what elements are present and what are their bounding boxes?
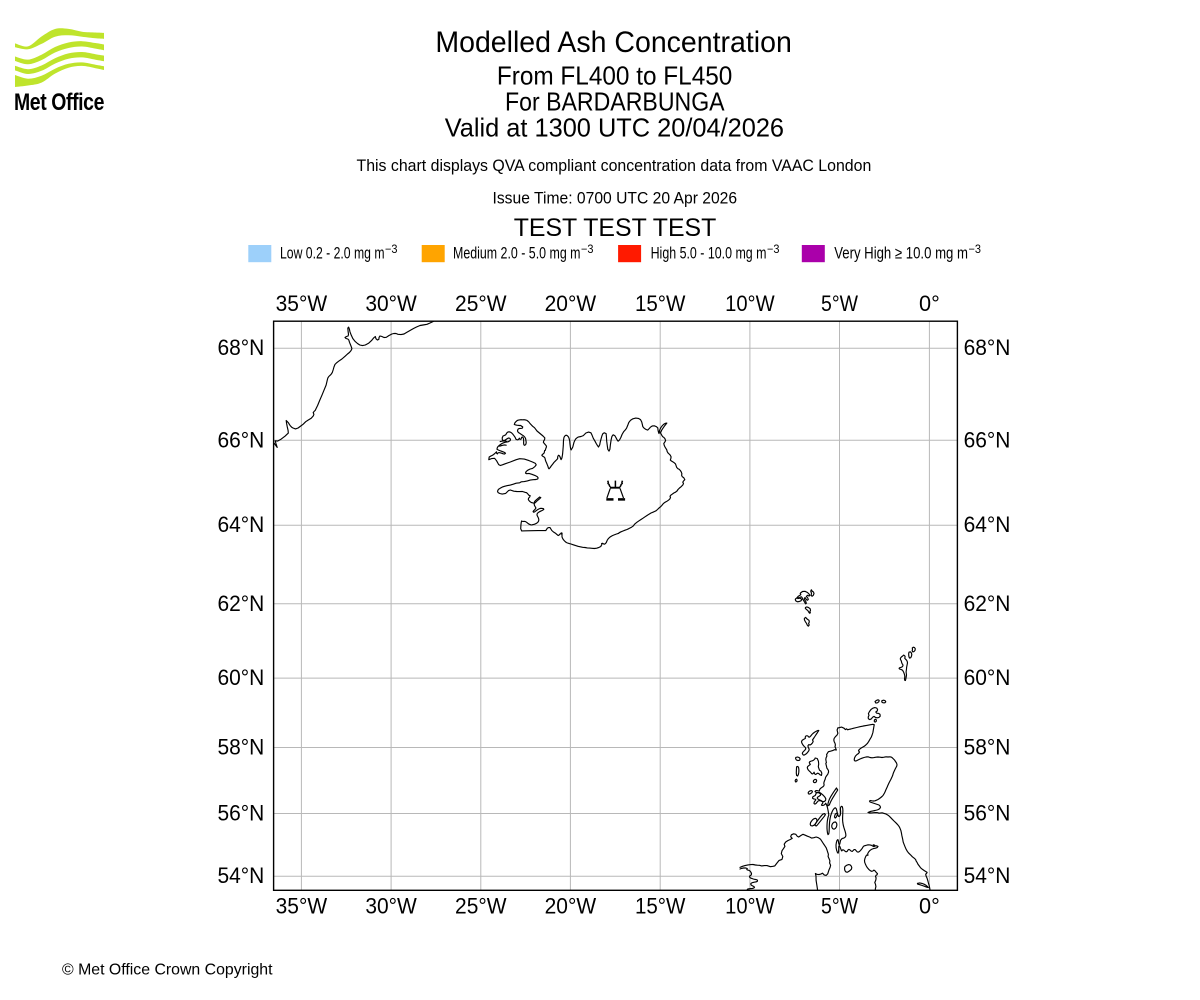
- svg-text:0°: 0°: [919, 291, 940, 316]
- svg-text:Medium 2.0 - 5.0 mg m: Medium 2.0 - 5.0 mg m: [453, 245, 581, 263]
- svg-text:20°W: 20°W: [545, 291, 597, 316]
- svg-text:Modelled Ash Concentration: Modelled Ash Concentration: [435, 26, 792, 59]
- svg-text:25°W: 25°W: [455, 894, 507, 919]
- svg-text:68°N: 68°N: [218, 335, 265, 360]
- svg-text:0°: 0°: [919, 894, 940, 919]
- svg-text:15°W: 15°W: [635, 291, 686, 316]
- svg-text:10°W: 10°W: [725, 894, 775, 919]
- svg-text:30°W: 30°W: [365, 894, 417, 919]
- svg-text:Valid at 1300 UTC 20/04/2026: Valid at 1300 UTC 20/04/2026: [445, 113, 784, 143]
- svg-text:64°N: 64°N: [964, 512, 1011, 537]
- svg-text:56°N: 56°N: [964, 801, 1011, 826]
- svg-text:58°N: 58°N: [218, 735, 265, 760]
- svg-text:66°N: 66°N: [964, 427, 1011, 452]
- svg-text:68°N: 68°N: [964, 335, 1011, 360]
- svg-text:5°W: 5°W: [821, 291, 858, 316]
- svg-text:From FL400 to FL450: From FL400 to FL450: [497, 61, 733, 91]
- svg-text:−3: −3: [581, 244, 594, 256]
- svg-text:30°W: 30°W: [365, 291, 417, 316]
- svg-text:62°N: 62°N: [964, 591, 1011, 616]
- svg-text:−3: −3: [767, 244, 780, 256]
- svg-text:15°W: 15°W: [635, 894, 686, 919]
- svg-text:62°N: 62°N: [218, 591, 265, 616]
- svg-text:54°N: 54°N: [218, 863, 265, 888]
- svg-text:Low 0.2 - 2.0 mg m: Low 0.2 - 2.0 mg m: [280, 245, 385, 263]
- svg-text:© Met Office Crown Copyright: © Met Office Crown Copyright: [62, 961, 273, 978]
- svg-text:35°W: 35°W: [276, 291, 328, 316]
- svg-text:5°W: 5°W: [821, 894, 858, 919]
- svg-text:58°N: 58°N: [964, 735, 1011, 760]
- svg-text:TEST TEST TEST: TEST TEST TEST: [514, 214, 717, 242]
- svg-text:20°W: 20°W: [545, 894, 597, 919]
- svg-text:25°W: 25°W: [455, 291, 507, 316]
- svg-text:Met Office: Met Office: [14, 89, 104, 116]
- svg-text:66°N: 66°N: [218, 427, 265, 452]
- svg-text:60°N: 60°N: [218, 665, 265, 690]
- svg-text:−3: −3: [969, 244, 982, 256]
- svg-text:60°N: 60°N: [964, 665, 1011, 690]
- svg-text:10°W: 10°W: [725, 291, 775, 316]
- svg-text:56°N: 56°N: [218, 801, 265, 826]
- svg-text:54°N: 54°N: [964, 863, 1011, 888]
- svg-text:For BARDARBUNGA: For BARDARBUNGA: [505, 86, 725, 116]
- svg-text:35°W: 35°W: [276, 894, 328, 919]
- svg-text:Issue Time: 0700 UTC 20 Apr 20: Issue Time: 0700 UTC 20 Apr 2026: [493, 189, 738, 208]
- svg-text:High 5.0 - 10.0 mg m: High 5.0 - 10.0 mg m: [651, 245, 767, 263]
- svg-text:Very High ≥ 10.0 mg m: Very High ≥ 10.0 mg m: [834, 245, 968, 263]
- svg-text:−3: −3: [385, 244, 398, 256]
- svg-text:64°N: 64°N: [218, 512, 265, 537]
- svg-text:This chart displays QVA compli: This chart displays QVA compliant concen…: [357, 157, 872, 175]
